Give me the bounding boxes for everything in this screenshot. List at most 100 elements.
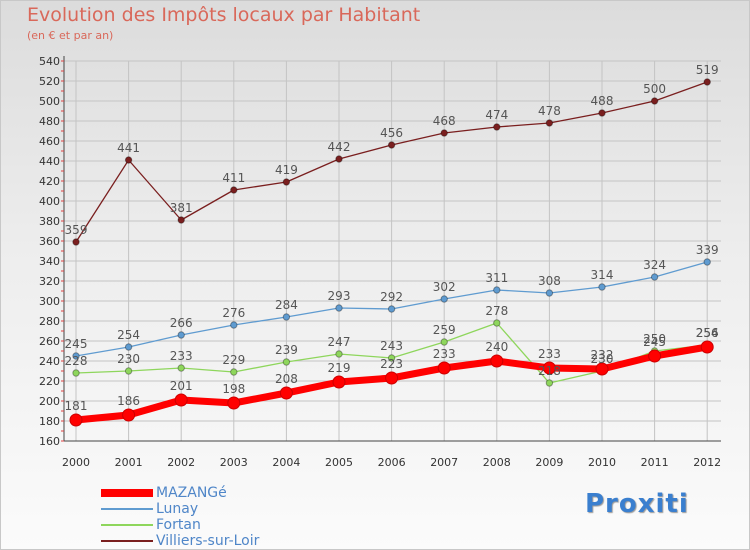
- data-label: 308: [538, 274, 561, 288]
- data-point: [595, 362, 609, 376]
- data-point: [437, 361, 451, 375]
- data-label: 442: [328, 140, 351, 154]
- legend-swatch: [101, 508, 153, 510]
- data-point: [282, 358, 291, 366]
- data-point: [493, 286, 501, 294]
- y-tick-label: 360: [39, 235, 60, 248]
- data-label: 478: [538, 104, 561, 118]
- data-label: 254: [117, 328, 140, 342]
- data-label: 324: [643, 258, 666, 272]
- data-point: [648, 349, 662, 363]
- data-label: 411: [222, 171, 245, 185]
- data-point: [335, 304, 343, 312]
- data-point: [282, 178, 291, 186]
- proxiti-logo: Proxiti: [585, 489, 689, 519]
- data-label: 201: [170, 379, 193, 393]
- legend-swatch: [101, 524, 153, 526]
- y-tick-label: 540: [39, 55, 60, 68]
- data-point: [124, 367, 133, 375]
- data-point: [72, 352, 80, 360]
- data-label: 519: [696, 63, 719, 77]
- data-label: 228: [65, 354, 88, 368]
- data-label: 219: [328, 361, 351, 375]
- data-point: [122, 408, 136, 422]
- data-label: 254: [696, 326, 719, 340]
- data-label: 240: [485, 340, 508, 354]
- data-label: 198: [222, 382, 245, 396]
- data-point: [700, 340, 714, 354]
- data-point: [335, 350, 343, 358]
- data-label: 456: [380, 126, 403, 140]
- data-point: [545, 119, 554, 127]
- x-tick-label: 2007: [430, 456, 458, 469]
- legend-label: Fortan: [156, 517, 201, 533]
- data-point: [385, 371, 399, 385]
- x-tick-label: 2011: [641, 456, 669, 469]
- data-point: [279, 386, 293, 400]
- x-tick-label: 2001: [115, 456, 143, 469]
- axes: 160 180 200 220 240 260 280 300 320 340 360 380 400 4…: [39, 55, 721, 469]
- data-label: 259: [433, 323, 456, 337]
- data-point: [177, 331, 185, 339]
- data-label: 419: [275, 163, 298, 177]
- data-point: [124, 156, 133, 164]
- data-label: 468: [433, 114, 456, 128]
- data-point: [598, 283, 606, 291]
- x-tick-label: 2009: [535, 456, 563, 469]
- legend-label: Lunay: [156, 501, 199, 517]
- data-label: 302: [433, 280, 456, 294]
- y-tick-label: 420: [39, 175, 60, 188]
- data-label: 381: [170, 201, 193, 215]
- data-label: 488: [591, 94, 614, 108]
- data-label: 441: [117, 141, 140, 155]
- series: [69, 78, 714, 427]
- data-point: [72, 238, 80, 246]
- data-label: 247: [328, 335, 351, 349]
- data-point: [703, 78, 711, 86]
- y-tick-label: 300: [39, 295, 60, 308]
- data-point: [598, 109, 606, 117]
- data-label: 186: [117, 394, 140, 408]
- y-tick-label: 280: [39, 315, 60, 328]
- y-tick-label: 480: [39, 115, 60, 128]
- y-tick-label: 240: [39, 355, 60, 368]
- x-tick-label: 2005: [325, 456, 353, 469]
- data-point: [440, 129, 448, 137]
- data-label: 474: [485, 108, 508, 122]
- data-label: 245: [65, 337, 88, 351]
- data-point: [177, 216, 185, 224]
- data-label: 223: [380, 357, 403, 371]
- y-tick-label: 180: [39, 415, 60, 428]
- y-tick-label: 520: [39, 75, 60, 88]
- data-label: 233: [433, 347, 456, 361]
- x-tick-label: 2002: [167, 456, 195, 469]
- legend-swatch: [101, 540, 153, 542]
- y-tick-label: 220: [39, 375, 60, 388]
- data-label: 208: [275, 372, 298, 386]
- data-point: [124, 343, 133, 351]
- x-tick-label: 2003: [220, 456, 248, 469]
- data-label: 233: [538, 347, 561, 361]
- data-point: [545, 379, 554, 387]
- data-label: 239: [275, 343, 298, 357]
- data-point: [387, 141, 396, 149]
- y-tick-label: 160: [39, 435, 60, 448]
- data-point: [387, 354, 396, 362]
- data-point: [227, 396, 241, 410]
- y-tick-label: 500: [39, 95, 60, 108]
- data-label: 293: [328, 289, 351, 303]
- x-tick-label: 2000: [62, 456, 90, 469]
- data-point: [177, 364, 185, 372]
- data-point: [387, 305, 396, 313]
- x-tick-label: 2012: [693, 456, 721, 469]
- y-tick-label: 400: [39, 195, 60, 208]
- data-label: 311: [485, 271, 508, 285]
- data-point: [703, 258, 711, 266]
- legend-label: MAZANGé: [156, 485, 227, 501]
- data-label: 218: [538, 364, 561, 378]
- data-point: [542, 361, 556, 375]
- y-tick-label: 320: [39, 275, 60, 288]
- data-point: [174, 393, 188, 407]
